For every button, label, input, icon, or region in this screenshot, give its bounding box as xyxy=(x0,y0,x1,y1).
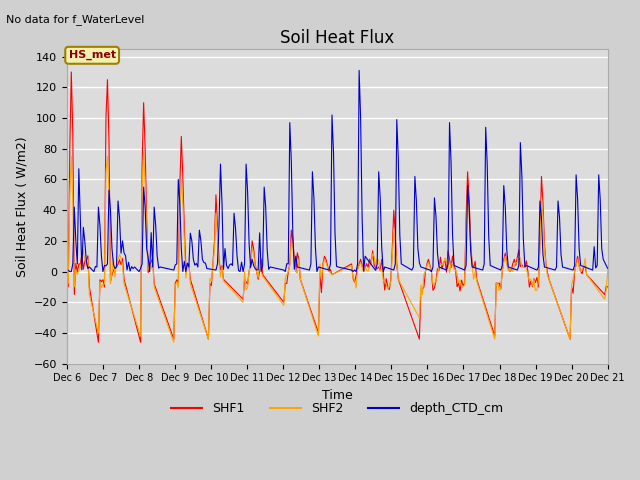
Line: SHF1: SHF1 xyxy=(67,72,608,342)
SHF2 xyxy=(245,269,253,275)
Y-axis label: Soil Heat Flux ( W/m2): Soil Heat Flux ( W/m2) xyxy=(15,136,28,276)
depth_CTD_cm xyxy=(604,265,612,271)
SHF1 xyxy=(245,269,253,275)
depth_CTD_cm xyxy=(575,246,583,252)
depth_CTD_cm xyxy=(224,265,232,271)
SHF2 xyxy=(227,286,235,292)
SHF1 xyxy=(63,274,70,279)
SHF1 xyxy=(577,269,584,275)
depth_CTD_cm xyxy=(300,265,307,271)
SHF2 xyxy=(170,339,178,345)
SHF1 xyxy=(95,339,102,345)
SHF1 xyxy=(227,284,235,290)
SHF2 xyxy=(577,269,584,275)
depth_CTD_cm xyxy=(355,68,363,73)
SHF2 xyxy=(140,149,147,155)
Legend: SHF1, SHF2, depth_CTD_cm: SHF1, SHF2, depth_CTD_cm xyxy=(166,397,509,420)
Text: No data for f_WaterLevel: No data for f_WaterLevel xyxy=(6,14,145,25)
Text: HS_met: HS_met xyxy=(68,50,116,60)
SHF2 xyxy=(303,295,310,301)
depth_CTD_cm xyxy=(252,265,259,271)
Line: depth_CTD_cm: depth_CTD_cm xyxy=(67,71,608,272)
SHF2 xyxy=(254,275,262,281)
depth_CTD_cm xyxy=(243,161,250,167)
X-axis label: Time: Time xyxy=(322,389,353,402)
SHF2 xyxy=(63,282,70,288)
SHF2 xyxy=(129,310,137,315)
depth_CTD_cm xyxy=(63,269,70,275)
SHF1 xyxy=(604,284,612,290)
depth_CTD_cm xyxy=(129,265,137,271)
SHF1 xyxy=(67,69,75,75)
Line: SHF2: SHF2 xyxy=(67,152,608,342)
Title: Soil Heat Flux: Soil Heat Flux xyxy=(280,29,394,48)
SHF1 xyxy=(132,322,140,328)
SHF2 xyxy=(604,268,612,274)
SHF1 xyxy=(303,294,310,300)
SHF1 xyxy=(254,276,262,282)
